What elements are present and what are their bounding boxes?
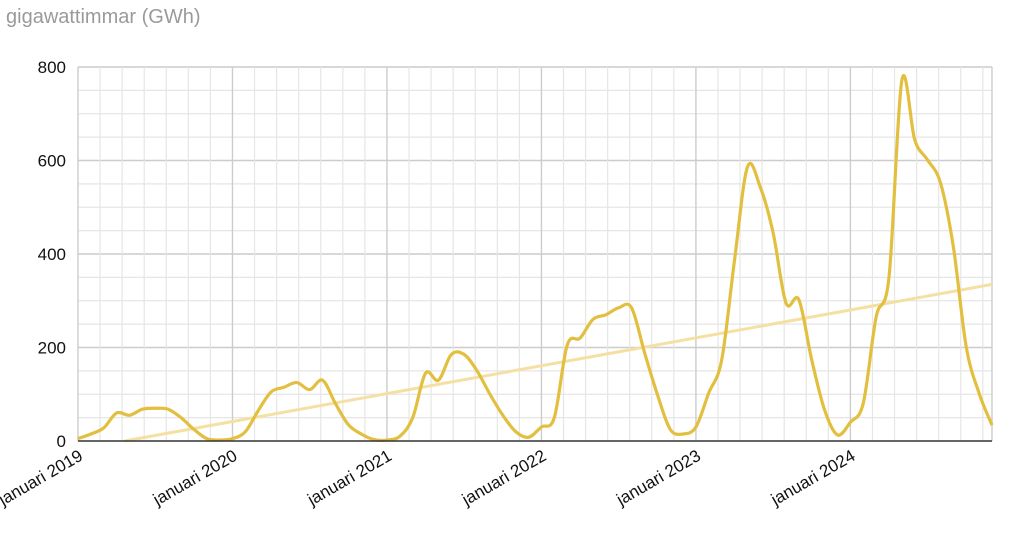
x-tick-label: januari 2019 <box>0 446 86 510</box>
x-tick-label: januari 2024 <box>767 446 858 510</box>
y-tick-label: 600 <box>38 152 66 171</box>
y-tick-label: 0 <box>57 432 66 451</box>
y-axis-ticks: 0 200 400 600 800 <box>38 58 66 451</box>
y-tick-label: 800 <box>38 58 66 77</box>
grid <box>77 66 993 441</box>
x-tick-label: januari 2020 <box>149 446 240 510</box>
y-tick-label: 400 <box>38 245 66 264</box>
series-line <box>77 74 994 443</box>
x-tick-label: januari 2021 <box>304 446 395 510</box>
x-tick-label: januari 2022 <box>458 446 549 510</box>
y-axis-unit-label: gigawattimmar (GWh) <box>6 6 201 28</box>
x-tick-label: januari 2023 <box>613 446 704 510</box>
trend-line <box>124 282 993 443</box>
y-tick-label: 200 <box>38 339 66 358</box>
x-axis-ticks: januari 2019 januari 2020 januari 2021 janu… <box>0 446 858 510</box>
